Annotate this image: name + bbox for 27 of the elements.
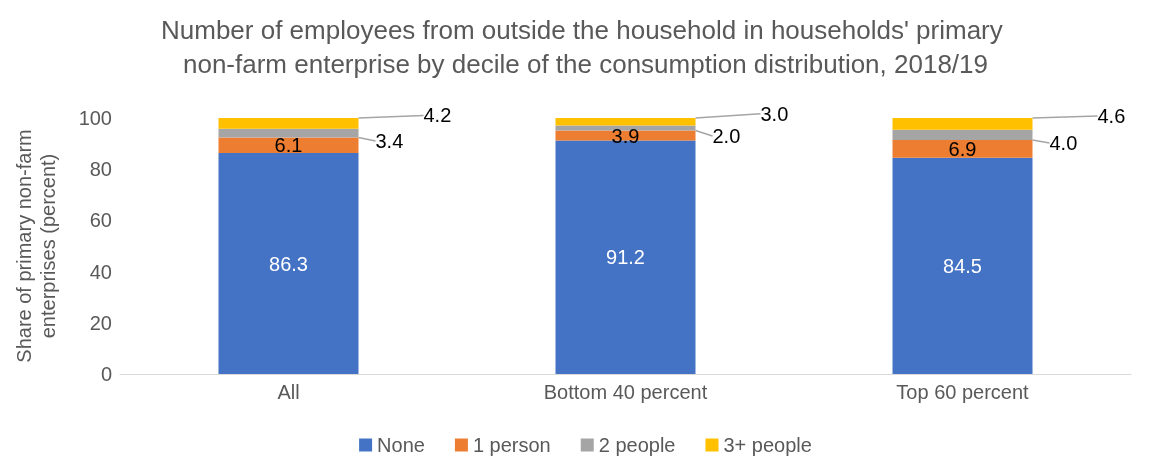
data-label: 86.3 xyxy=(269,252,308,275)
chart-title: Number of employees from outside the household in households' primary non-farm enterprise by decile of the consumption distribution, 2018/19 xyxy=(161,15,1010,79)
data-label: 84.5 xyxy=(943,254,982,277)
x-tick-label: Bottom 40 percent xyxy=(543,381,708,403)
legend-label: 1 person xyxy=(472,434,551,456)
legend-label: 2 people xyxy=(598,434,676,456)
y-tick-label: 60 xyxy=(89,209,112,232)
legend-label: 3+ people xyxy=(723,434,812,456)
x-tick-label: Top 60 percent xyxy=(896,381,1030,403)
data-label: 91.2 xyxy=(606,246,645,269)
data-label: 6.9 xyxy=(948,137,977,160)
data-label: 4.0 xyxy=(1049,131,1078,154)
data-label: 3.0 xyxy=(760,102,789,125)
y-tick-label: 100 xyxy=(78,107,112,129)
y-axis-title: Share of primary non-farm enterprises (percent) xyxy=(13,129,59,363)
data-label: 3.9 xyxy=(611,124,640,147)
data-label: 4.2 xyxy=(423,104,452,127)
legend-label: None xyxy=(377,434,425,456)
y-tick-label: 80 xyxy=(89,158,112,181)
y-tick-label: 20 xyxy=(89,311,112,334)
data-label: 3.4 xyxy=(375,130,404,153)
y-tick-label: 40 xyxy=(89,260,112,283)
y-tick-label: 0 xyxy=(100,363,112,385)
data-label: 6.1 xyxy=(274,134,303,157)
data-label: 4.6 xyxy=(1097,104,1126,127)
data-label: 2.0 xyxy=(712,124,741,147)
x-tick-label: All xyxy=(277,381,300,403)
